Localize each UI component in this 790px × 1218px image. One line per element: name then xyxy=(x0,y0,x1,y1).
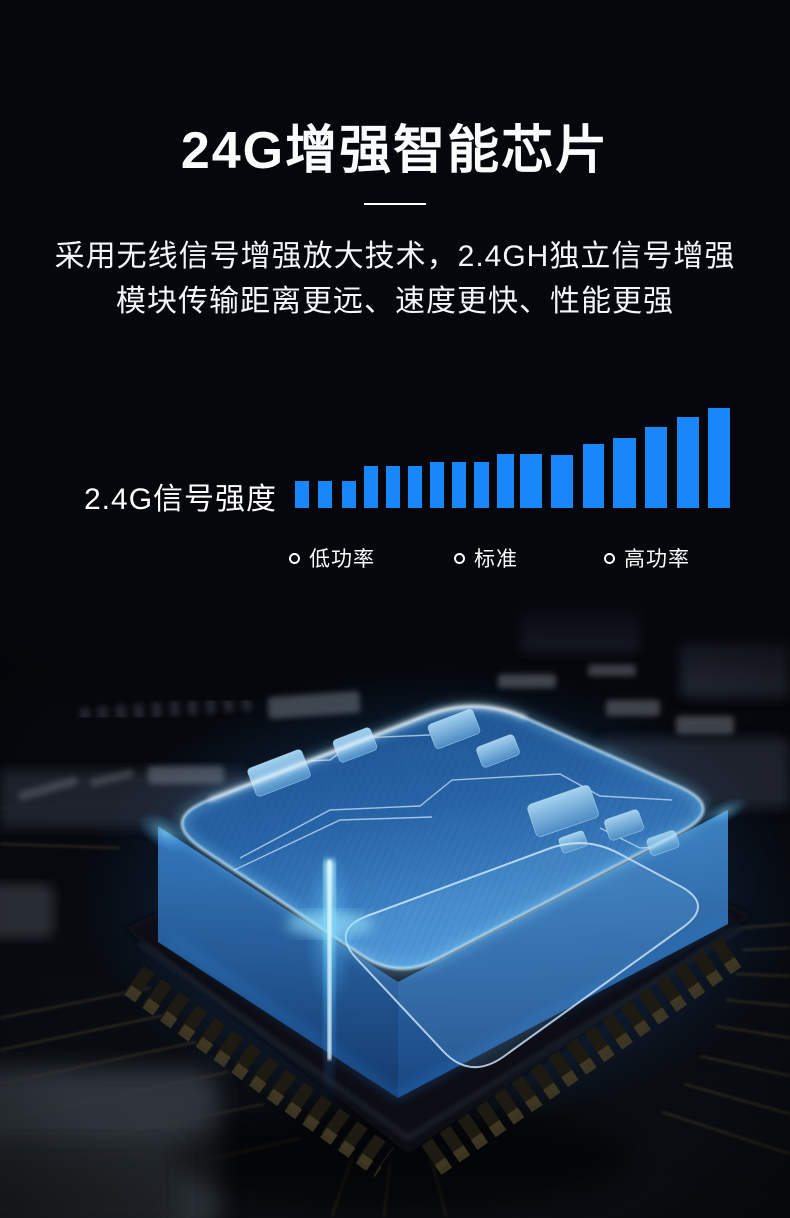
legend-ring-icon xyxy=(604,552,615,564)
title-divider xyxy=(364,203,426,205)
signal-bar xyxy=(551,455,573,508)
page-title: 24G增强智能芯片 xyxy=(180,122,610,180)
signal-bar xyxy=(430,462,444,508)
signal-bar xyxy=(613,438,636,508)
signal-bar xyxy=(408,466,422,508)
signal-bar xyxy=(520,454,542,508)
legend-label: 高功率 xyxy=(624,548,690,571)
chip-hero-image xyxy=(0,598,790,1218)
signal-bar xyxy=(583,444,604,508)
signal-bar xyxy=(474,462,489,508)
legend-item: 低功率 xyxy=(289,543,375,573)
legend-label: 低功率 xyxy=(309,548,375,571)
signal-bars xyxy=(0,408,790,508)
legend-ring-icon xyxy=(289,552,300,564)
signal-bar xyxy=(677,417,699,508)
vignette xyxy=(0,598,790,1218)
signal-bar xyxy=(452,462,466,508)
legend-item: 高功率 xyxy=(604,543,690,573)
signal-bar xyxy=(708,408,730,508)
signal-bar xyxy=(364,466,378,508)
signal-bar xyxy=(318,481,332,508)
photo-top-fade xyxy=(0,598,790,678)
signal-bar xyxy=(497,454,514,508)
chart-legend: 低功率 标准 高功率 xyxy=(0,543,790,573)
legend-label: 标准 xyxy=(474,548,518,571)
signal-bar xyxy=(342,481,356,508)
legend-ring-icon xyxy=(454,552,465,564)
signal-bar xyxy=(295,481,309,508)
intro-line-1: 采用无线信号增强放大技术，2.4GH独立信号增强 xyxy=(54,240,736,273)
signal-bar xyxy=(645,427,667,508)
intro-line-2: 模块传输距离更远、速度更快、性能更强 xyxy=(116,285,674,318)
intro-paragraph: 采用无线信号增强放大技术，2.4GH独立信号增强 模块传输距离更远、速度更快、性… xyxy=(0,234,790,324)
signal-bar xyxy=(386,466,400,508)
legend-item: 标准 xyxy=(454,543,518,573)
chart-title: 2.4G信号强度 xyxy=(84,483,278,516)
